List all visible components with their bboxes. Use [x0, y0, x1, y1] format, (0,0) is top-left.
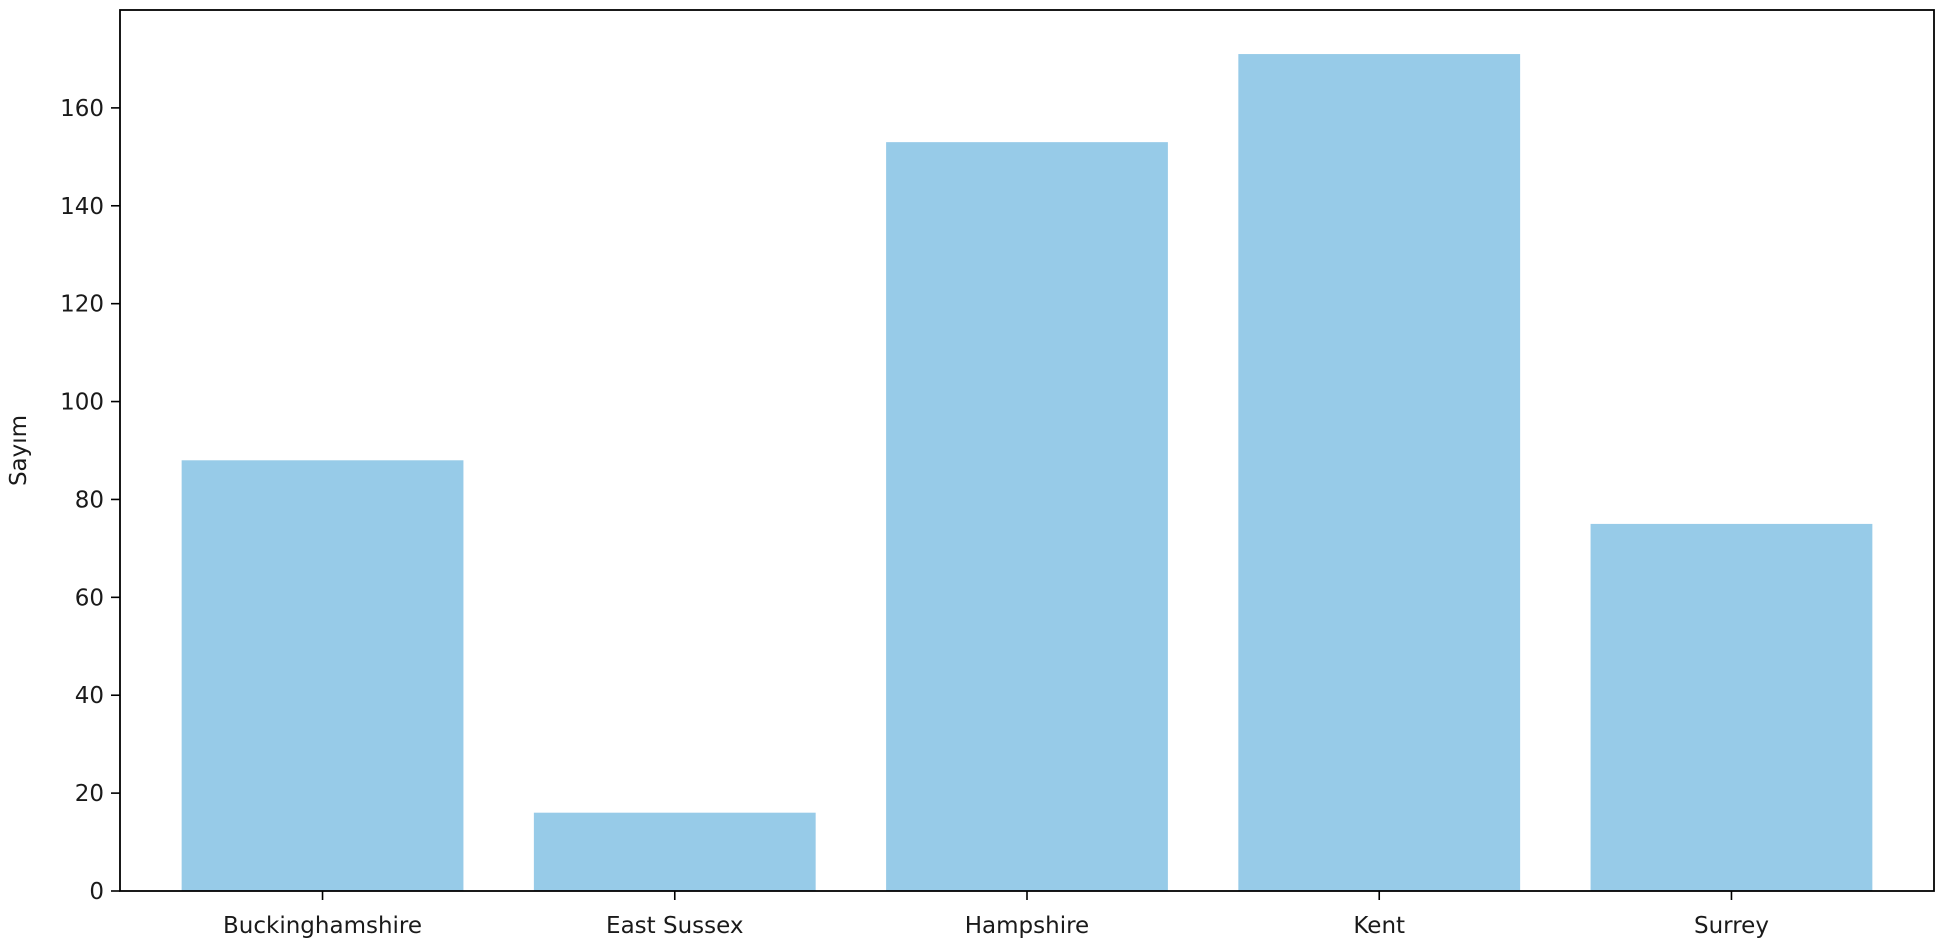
y-tick-label: 60 [75, 585, 104, 611]
x-tick-label: Hampshire [965, 913, 1089, 939]
y-tick-label: 0 [89, 879, 104, 905]
y-tick-label: 140 [60, 194, 104, 220]
bar-east-sussex [533, 812, 816, 891]
bar-buckinghamshire [181, 460, 464, 891]
y-tick-label: 20 [75, 781, 104, 807]
y-tick-label: 160 [60, 96, 104, 122]
y-tick-label: 120 [60, 292, 104, 318]
x-tick-label: Kent [1353, 913, 1405, 939]
y-tick-label: 80 [75, 487, 104, 513]
bars-group [181, 54, 1873, 892]
y-axis-label: Sayım [6, 415, 32, 486]
x-axis: Buckinghamshire East Sussex Hampshire Kent S… [223, 891, 1769, 939]
x-tick-label: Buckinghamshire [223, 913, 422, 939]
y-tick-label: 40 [75, 683, 104, 709]
bar-hampshire [886, 142, 1168, 891]
x-tick-label: East Sussex [606, 913, 743, 939]
bar-surrey [1590, 523, 1873, 891]
y-axis: 0 20 40 60 80 100 120 140 160 [60, 96, 120, 905]
bar-kent [1238, 54, 1521, 892]
y-tick-label: 100 [60, 390, 104, 416]
x-tick-label: Surrey [1694, 913, 1769, 939]
